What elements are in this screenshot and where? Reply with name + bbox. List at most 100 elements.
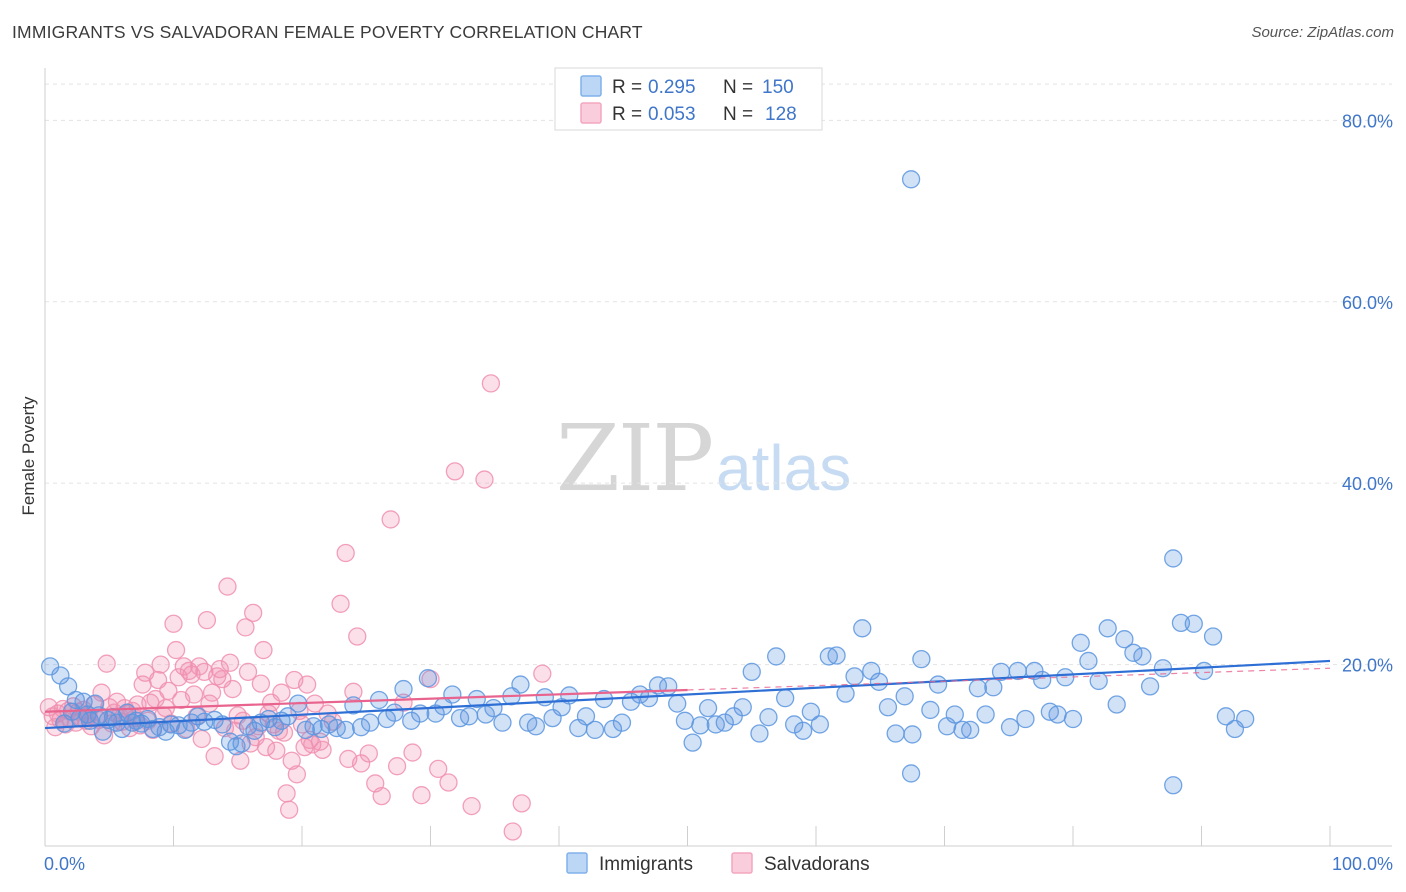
immigrants-point (1133, 647, 1152, 666)
immigrants-point (526, 717, 546, 736)
salvadorans-point (97, 654, 116, 673)
immigrants-point (668, 694, 687, 713)
immigrants-point (801, 702, 821, 721)
salvadorans-point (297, 675, 317, 694)
salvadorans-point (164, 614, 183, 633)
immigrants-point (450, 708, 470, 728)
immigrants-point (1203, 627, 1223, 646)
salvadorans-point (220, 653, 240, 672)
salvadorans-point (197, 610, 217, 630)
salvadorans-point (503, 822, 522, 841)
salvadorans-point (202, 683, 222, 702)
watermark-atlas: atlas (716, 432, 851, 504)
chart-title: IMMIGRANTS VS SALVADORAN FEMALE POVERTY … (12, 22, 643, 42)
source-credit: Source: ZipAtlas.com (1251, 24, 1394, 41)
immigrants-point (878, 698, 898, 717)
salvadorans-point (184, 685, 204, 704)
immigrants-point (612, 713, 632, 732)
bottom-legend-salvadorans: Salvadorans (764, 854, 870, 875)
immigrants-point (794, 721, 813, 740)
immigrants-point (759, 708, 778, 727)
salvadorans-point (372, 786, 391, 806)
immigrants-point (691, 716, 710, 735)
watermark-zip: ZIP (556, 405, 712, 512)
immigrants-point (1164, 549, 1183, 568)
legend-r-value: 0.053 (648, 104, 696, 125)
salvadorans-point (190, 657, 209, 676)
immigrants-point (1079, 651, 1098, 671)
immigrants-point (1098, 619, 1117, 638)
immigrants-point (945, 705, 964, 724)
salvadorans-point (200, 694, 219, 713)
immigrants-point (93, 722, 112, 741)
immigrants-point (1124, 643, 1143, 662)
immigrants-point (901, 170, 921, 189)
salvadorans-point (336, 543, 355, 563)
immigrants-point (886, 724, 905, 743)
immigrants-point (706, 715, 725, 734)
immigrants-point (1194, 661, 1214, 681)
salvadorans-point (351, 754, 371, 773)
immigrants-point (1071, 633, 1090, 652)
immigrants-point (1115, 630, 1134, 649)
bottom-legend-swatch-salvadorans (731, 852, 753, 874)
immigrants-point (901, 764, 921, 783)
salvadorans-point (159, 681, 178, 701)
salvadorans-point (251, 674, 271, 693)
immigrants-point (683, 733, 702, 752)
salvadorans-point (218, 577, 237, 596)
immigrants-point (127, 711, 146, 730)
immigrants-point (810, 715, 830, 734)
immigrants-point (443, 685, 462, 704)
salvadorans-points (39, 374, 552, 841)
immigrants-point (895, 687, 914, 706)
immigrants-point (750, 724, 769, 743)
legend-n-value: 150 (762, 77, 794, 98)
immigrants-point (227, 737, 246, 756)
immigrants-point (1016, 709, 1035, 729)
salvadorans-point (348, 627, 367, 646)
immigrants-point (351, 718, 371, 737)
salvadorans-point (192, 729, 211, 749)
immigrants-point (213, 715, 232, 734)
immigrants-point (869, 672, 889, 691)
immigrants-point (698, 698, 718, 718)
immigrants-point (493, 713, 512, 732)
bottom-legend-immigrants: Immigrants (599, 854, 693, 875)
salvadorans-point (267, 741, 286, 760)
legend-r-value: 0.295 (648, 77, 696, 98)
immigrants-point (85, 694, 105, 713)
salvadorans-point (512, 794, 531, 813)
immigrants-point (232, 734, 251, 753)
salvadorans-point (256, 737, 276, 757)
immigrants-point (360, 713, 380, 732)
y-tick-labels: 20.0% 40.0% 60.0% 80.0% (1342, 111, 1393, 675)
immigrants-point (459, 707, 479, 726)
y-tick-label: 80.0% (1342, 111, 1393, 131)
salvadorans-point (439, 773, 458, 792)
immigrants-point (776, 688, 795, 708)
immigrants-point (327, 718, 346, 738)
x-axis-ticks (173, 826, 1331, 846)
y-axis-title: Female Poverty (19, 396, 38, 516)
immigrants-point (1033, 670, 1052, 690)
salvadorans-point (533, 664, 552, 683)
legend-swatch-salvadorans (580, 102, 602, 124)
salvadorans-point (244, 603, 263, 623)
immigrants-point (1164, 776, 1183, 795)
legend: R = 0.295 N = 150 R = 0.053 N = 128 (554, 67, 823, 131)
immigrants-point (928, 675, 948, 694)
immigrants-point (576, 707, 596, 726)
immigrants-point (961, 720, 980, 740)
salvadorans-point (412, 786, 431, 805)
immigrants-point (968, 679, 988, 698)
salvadorans-point (205, 747, 224, 766)
immigrants-point (1063, 709, 1083, 729)
trend-lines (44, 659, 1331, 730)
salvadorans-trend-line (44, 688, 688, 713)
immigrants-point (58, 677, 78, 696)
salvadorans-point (313, 740, 332, 760)
immigrants-point (426, 704, 445, 723)
immigrants-point (336, 720, 355, 740)
salvadorans-point (359, 744, 378, 763)
